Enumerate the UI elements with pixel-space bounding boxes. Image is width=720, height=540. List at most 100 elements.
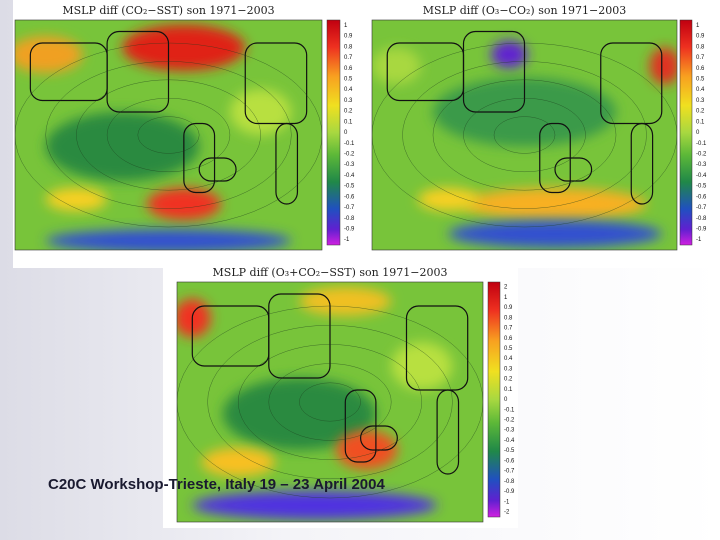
map-panel: MSLP diff (CO₂−SST) son 1971−2003 1 0.9 0.8… [13,0,365,268]
colorbar-label: 0.9 [696,34,705,40]
field-blob [299,286,392,316]
coastline [462,30,526,113]
colorbar-label: -0.6 [344,194,355,200]
coastline [554,157,593,182]
colorbar-label: 0.7 [504,326,513,332]
field-blob [177,298,211,338]
contour [493,116,556,154]
field-blob [448,220,662,248]
colorbar-label: 0.5 [696,77,705,83]
colorbar-label: 0.1 [504,387,513,393]
colorbar-label: -1 [696,237,702,243]
colorbar [326,19,341,246]
colorbar-label: 0.2 [696,109,705,115]
coastline [198,157,237,182]
field-blob [122,24,246,71]
map [177,282,483,522]
colorbar-label: 2 [504,285,508,291]
colorbar-label: 1 [696,23,700,29]
colorbar-label: -0.9 [344,227,355,233]
colorbar-label: -0.7 [344,205,355,211]
map [15,20,322,250]
colorbar-label: 0.4 [344,87,353,93]
field-blob [45,229,292,250]
colorbar-label: 0.1 [344,119,353,125]
contour [177,305,483,499]
contour [463,97,586,173]
colorbar [679,19,693,246]
map-panel: MSLP diff (O₃−CO₂) son 1971−2003 1 0.9 0.8 0… [365,0,710,268]
colorbar-label: -0.1 [344,141,355,147]
coastline [244,42,308,125]
coastline [600,42,663,125]
map-border [371,19,678,251]
field-blob [45,187,108,211]
colorbar-label: -0.2 [696,152,707,158]
colorbar-label: -0.6 [504,458,515,464]
contour [106,97,231,173]
coastline [405,305,469,391]
colorbar-label: 0.8 [696,44,705,50]
field-blob [15,36,83,73]
colorbar-label: 0.9 [504,305,513,311]
colorbar-label: -0.5 [344,184,355,190]
contour [237,344,423,460]
colorbar-label: -0.3 [504,428,515,434]
colorbar-label: 0.6 [344,66,353,72]
colorbar-label: -2 [504,509,510,515]
colorbar-label: 0.8 [344,44,353,50]
map [372,20,677,250]
contour [432,79,617,191]
colorbar-label: 0.1 [696,119,705,125]
coastline [630,122,654,205]
colorbar-label: 0.3 [504,366,513,372]
colorbar-label: -0.1 [696,141,707,147]
field-blob [201,447,275,477]
coastline [268,293,331,379]
colorbar-label: 0.3 [696,98,705,104]
colorbar-label: -0.2 [504,418,515,424]
contour [76,79,261,191]
field-blob [147,187,221,221]
colorbar-label: 0 [504,397,508,403]
colorbar-label: -0.1 [504,407,515,413]
field-blob [391,342,453,390]
field-blob [229,89,292,135]
colorbar [487,281,501,518]
colorbar-label: -0.8 [696,216,707,222]
colorbar-label: 0 [344,130,348,136]
panel-title: MSLP diff (CO₂−SST) son 1971−2003 [62,4,274,17]
contour [402,61,647,209]
map-border [14,19,323,251]
field-blob [192,490,438,520]
colorbar-label: 0.9 [344,34,353,40]
colorbar-label: -0.7 [696,205,707,211]
colorbar-label: 0.2 [504,377,513,383]
colorbar-label: -0.5 [696,184,707,190]
coastline [360,425,398,451]
colorbar-label: 0.3 [344,98,353,104]
map-panel: MSLP diff (O₃+CO₂−SST) son 1971−2003 2 1 0.… [163,262,518,528]
colorbar-label: -0.4 [504,438,515,444]
colorbar-label: -0.5 [504,448,515,454]
colorbar-label: -0.8 [504,479,515,485]
field-blob [463,187,647,221]
colorbar-label: 0.4 [504,356,513,362]
coastline [106,30,170,113]
contour [137,116,200,154]
colorbar-label: 0.6 [504,336,513,342]
contour [268,363,392,441]
colorbar-label: -0.7 [504,469,515,475]
colorbar-label: 0.5 [504,346,513,352]
colorbar-label: -0.9 [696,227,707,233]
field-blob [45,112,200,181]
contour [15,42,322,228]
map-border [176,281,484,523]
colorbar-label: -0.4 [344,173,355,179]
colorbar-label: 0.6 [696,66,705,72]
colorbar-label: -1 [344,237,350,243]
contour [299,382,361,422]
colorbar-label: -0.4 [696,173,707,179]
colorbar-label: 0.5 [344,77,353,83]
